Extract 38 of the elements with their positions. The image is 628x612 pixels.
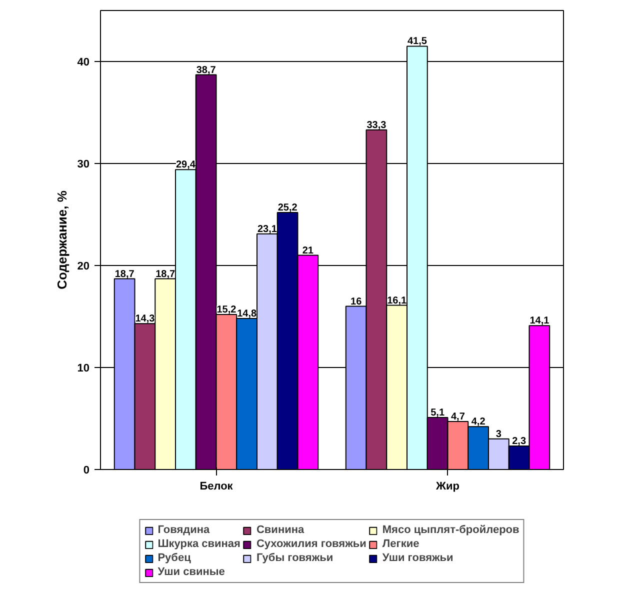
data-label: 4,7 — [450, 412, 466, 423]
data-label: 18,7 — [156, 268, 176, 280]
legend-label: Рубец — [158, 552, 191, 564]
legend-label: Мясо цыплят-бройлеров — [382, 524, 520, 536]
data-label: 25,2 — [278, 202, 298, 214]
data-label: 18,7 — [114, 268, 135, 280]
data-label: 23,1 — [257, 224, 278, 235]
legend-label: Уши свиные — [158, 566, 225, 578]
data-label: 38,7 — [196, 64, 216, 76]
data-label: 14,3 — [135, 314, 156, 325]
y-tick-label: 30 — [77, 158, 90, 170]
y-axis-title: Содержание, % — [54, 190, 70, 290]
legend-label: Губы говяжьи — [256, 552, 334, 564]
data-label: 14,1 — [530, 316, 550, 327]
y-tick-label: 40 — [77, 56, 90, 68]
data-label: 3 — [496, 428, 502, 440]
data-label: 41,5 — [407, 36, 428, 48]
legend-label: Сухожилия говяжьи — [256, 538, 366, 550]
data-label: 16 — [350, 296, 362, 308]
data-label: 16,1 — [387, 295, 407, 306]
y-tick-label: 20 — [77, 260, 90, 272]
legend-label: Шкурка свиная — [158, 538, 240, 550]
data-label: 4,2 — [471, 416, 486, 428]
data-label: 33,3 — [366, 120, 387, 131]
data-label: 5,1 — [430, 407, 445, 418]
data-label: 2,3 — [512, 436, 526, 448]
data-label: 15,2 — [216, 304, 237, 316]
data-label: 14,8 — [237, 308, 257, 320]
y-tick-label: 10 — [77, 362, 90, 374]
legend-label: Говядина — [158, 524, 210, 536]
data-label: 29,4 — [176, 160, 196, 171]
data-label: 21 — [302, 245, 314, 256]
legend-label: Свинина — [256, 524, 304, 536]
legend-label: Уши говяжьи — [382, 552, 454, 564]
y-tick-label: 0 — [83, 464, 90, 476]
x-tick-label: Белок — [200, 480, 234, 492]
legend-label: Легкие — [382, 538, 420, 550]
x-tick-label: Жир — [435, 480, 460, 492]
